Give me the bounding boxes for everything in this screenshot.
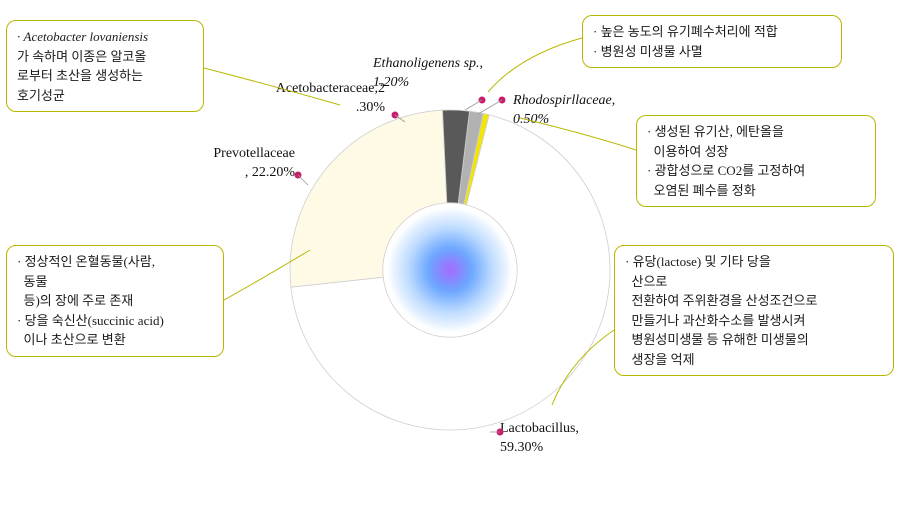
dot-rhodo xyxy=(499,97,506,104)
dot-ethanoligenens xyxy=(479,97,486,104)
label-text: Lactobacillus, xyxy=(500,421,579,436)
callout-mid-left: · 정상적인 온혈동물(사람, 동물 등)의 장에 주로 존재· 당을 숙신산(… xyxy=(6,245,224,357)
callout-text: · 높은 농도의 유기폐수처리에 적합· 병원성 미생물 사멸 xyxy=(593,24,778,59)
label-pct: , 22.20% xyxy=(245,165,295,180)
label-text: Rhodospirllaceae, xyxy=(513,93,615,108)
label-text: Prevotellaceae xyxy=(213,146,295,161)
callout-right-upper: · 생성된 유기산, 에탄올을 이용하여 성장· 광합성으로 CO2를 고정하여… xyxy=(636,115,876,207)
label-pct: 59.30% xyxy=(500,440,543,455)
label-lactobacillus: Lactobacillus, 59.30% xyxy=(500,420,640,458)
label-prevotellaceae: Prevotellaceae , 22.20% xyxy=(165,145,295,183)
donut-chart xyxy=(280,100,620,440)
callout-text: · Acetobacter lovaniensis가 속하며 이종은 알코올로부… xyxy=(17,29,148,103)
callout-right-lower: · 유당(lactose) 및 기타 당을 산으로 전환하여 주위환경을 산성조… xyxy=(614,245,894,376)
dot-aceto xyxy=(392,112,399,119)
callout-top-right: · 높은 농도의 유기폐수처리에 적합· 병원성 미생물 사멸 xyxy=(582,15,842,68)
center-glow xyxy=(390,210,510,330)
label-ethanoligenens: Ethanoligenens sp., 1.20% xyxy=(373,55,563,93)
dot-lacto xyxy=(497,429,504,436)
label-text: Acetobacteraceae,2 xyxy=(276,81,385,96)
callout-text: · 정상적인 온혈동물(사람, 동물 등)의 장에 주로 존재· 당을 숙신산(… xyxy=(17,254,164,347)
label-pct: 0.50% xyxy=(513,112,549,127)
callout-text: · 유당(lactose) 및 기타 당을 산으로 전환하여 주위환경을 산성조… xyxy=(625,254,817,367)
callout-top-left: · Acetobacter lovaniensis가 속하며 이종은 알코올로부… xyxy=(6,20,204,112)
label-pct: .30% xyxy=(356,100,385,115)
dot-prevo xyxy=(295,172,302,179)
callout-text: · 생성된 유기산, 에탄올을 이용하여 성장· 광합성으로 CO2를 고정하여… xyxy=(647,124,805,198)
label-text: Ethanoligenens sp., xyxy=(373,56,483,71)
label-acetobacteraceae: Acetobacteraceae,2 .30% xyxy=(215,80,385,118)
